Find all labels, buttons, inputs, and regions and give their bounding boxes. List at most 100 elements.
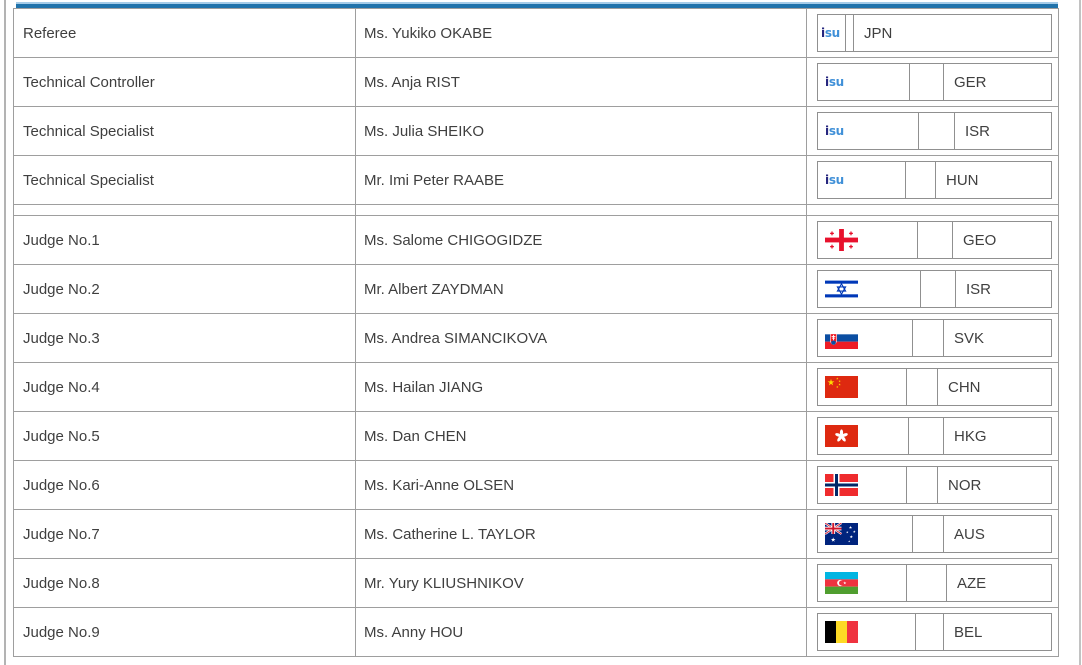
- official-name: Ms. Yukiko OKABE: [364, 24, 493, 42]
- official-row: Technical Controller Ms. Anja RIST i su G…: [13, 57, 1059, 107]
- separator-cell: [355, 204, 807, 216]
- separator-cell: [806, 204, 1059, 216]
- official-name: Ms. Dan CHEN: [364, 427, 467, 445]
- noc-box: GEO: [817, 221, 1052, 259]
- flag-georgia-icon: [825, 229, 858, 251]
- flag-cell: [818, 418, 909, 454]
- spacer-cell: [846, 15, 854, 51]
- judge-row: Judge No.2 Mr. Albert ZAYDMAN ISR: [13, 264, 1059, 314]
- flag-belgium-icon: [825, 621, 858, 643]
- official-role: Technical Specialist: [23, 122, 154, 140]
- noc-code: HUN: [946, 171, 979, 189]
- noc-box: AZE: [817, 564, 1052, 602]
- judge-row: Judge No.9 Ms. Anny HOU BEL: [13, 607, 1059, 657]
- official-row: Technical Specialist Mr. Imi Peter RAABE…: [13, 155, 1059, 205]
- isu-logo-text-su: su: [828, 75, 844, 89]
- official-name: Ms. Catherine L. TAYLOR: [364, 525, 536, 543]
- spacer-cell: [907, 565, 947, 601]
- noc-box: SVK: [817, 319, 1052, 357]
- spacer-cell: [906, 162, 936, 198]
- noc-code: GEO: [963, 231, 997, 249]
- official-role: Judge No.2: [23, 280, 100, 298]
- official-name: Ms. Julia SHEIKO: [364, 122, 485, 140]
- official-role: Technical Specialist: [23, 171, 154, 189]
- flag-cell: [818, 516, 913, 552]
- noc-code: CHN: [948, 378, 981, 396]
- isu-logo: i su: [821, 26, 840, 40]
- flag-china-icon: [825, 376, 858, 398]
- official-name: Mr. Yury KLIUSHNIKOV: [364, 574, 524, 592]
- isu-logo-text-i: i: [825, 173, 829, 187]
- noc-box: HKG: [817, 417, 1052, 455]
- noc-box: CHN: [817, 368, 1052, 406]
- spacer-cell: [921, 271, 956, 307]
- flag-cell: [818, 320, 913, 356]
- official-role: Judge No.8: [23, 574, 100, 592]
- flag-australia-icon: [825, 523, 858, 545]
- isu-logo-text-su: su: [828, 173, 844, 187]
- official-name: Ms. Hailan JIANG: [364, 378, 484, 396]
- noc-code: BEL: [954, 623, 983, 641]
- judge-row: Judge No.7 Ms. Catherine L. TAYLOR AUS: [13, 509, 1059, 559]
- spacer-cell: [916, 614, 944, 650]
- isu-logo: i su: [825, 75, 844, 89]
- noc-box: NOR: [817, 466, 1052, 504]
- spacer-cell: [910, 64, 944, 100]
- official-role: Judge No.3: [23, 329, 100, 347]
- isu-logo-text-i: i: [821, 26, 825, 40]
- noc-code: ISR: [966, 280, 992, 298]
- flag-cell: i su: [818, 162, 906, 198]
- isu-logo-text-su: su: [824, 26, 840, 40]
- isu-logo-text-i: i: [825, 75, 829, 89]
- flag-cell: i su: [818, 15, 846, 51]
- official-row: Referee Ms. Yukiko OKABE i su JPN: [13, 8, 1059, 58]
- noc-box: BEL: [817, 613, 1052, 651]
- spacer-cell: [909, 418, 944, 454]
- right-frame-border: [1079, 0, 1081, 665]
- judge-row: Judge No.1 Ms. Salome CHIGOGIDZE GEO: [13, 215, 1059, 265]
- isu-logo: i su: [825, 124, 844, 138]
- official-role: Judge No.1: [23, 231, 100, 249]
- spacer-cell: [919, 113, 955, 149]
- noc-code: HKG: [954, 427, 987, 445]
- section-separator-row: [13, 204, 1059, 216]
- judge-row: Judge No.3 Ms. Andrea SIMANCIKOVA SVK: [13, 313, 1059, 363]
- official-name: Ms. Salome CHIGOGIDZE: [364, 231, 543, 249]
- spacer-cell: [907, 369, 938, 405]
- flag-hong-kong-icon: [825, 425, 858, 447]
- spacer-cell: [913, 516, 944, 552]
- official-role: Judge No.6: [23, 476, 100, 494]
- spacer-cell: [918, 222, 953, 258]
- noc-box: i su JPN: [817, 14, 1052, 52]
- noc-code: AZE: [957, 574, 987, 592]
- noc-code: NOR: [948, 476, 982, 494]
- spacer-cell: [913, 320, 944, 356]
- flag-cell: i su: [818, 113, 919, 149]
- noc-code: JPN: [864, 24, 893, 42]
- judge-row: Judge No.6 Ms. Kari-Anne OLSEN NOR: [13, 460, 1059, 510]
- isu-logo-text-i: i: [825, 124, 829, 138]
- noc-box: i su GER: [817, 63, 1052, 101]
- noc-box: i su HUN: [817, 161, 1052, 199]
- flag-slovakia-icon: [825, 327, 858, 349]
- official-name: Mr. Albert ZAYDMAN: [364, 280, 504, 298]
- official-role: Referee: [23, 24, 77, 42]
- official-name: Ms. Andrea SIMANCIKOVA: [364, 329, 548, 347]
- flag-azerbaijan-icon: [825, 572, 858, 594]
- official-role: Judge No.5: [23, 427, 100, 445]
- official-name: Mr. Imi Peter RAABE: [364, 171, 505, 189]
- noc-box: ISR: [817, 270, 1052, 308]
- section-accent-bar: [16, 2, 1058, 8]
- flag-cell: [818, 565, 907, 601]
- flag-norway-icon: [825, 474, 858, 496]
- noc-code: ISR: [965, 122, 991, 140]
- isu-logo-text-su: su: [828, 124, 844, 138]
- judge-row: Judge No.8 Mr. Yury KLIUSHNIKOV AZE: [13, 558, 1059, 608]
- spacer-cell: [907, 467, 938, 503]
- noc-box: i su ISR: [817, 112, 1052, 150]
- flag-cell: [818, 271, 921, 307]
- noc-box: AUS: [817, 515, 1052, 553]
- judge-row: Judge No.4 Ms. Hailan JIANG CHN: [13, 362, 1059, 412]
